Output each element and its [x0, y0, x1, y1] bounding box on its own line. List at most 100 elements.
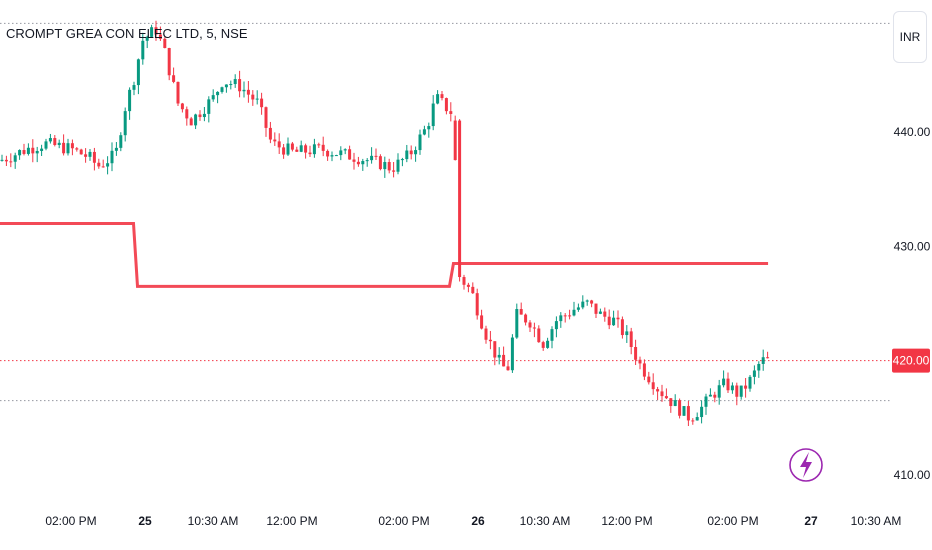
- candle-body[interactable]: [53, 138, 57, 145]
- candle-body[interactable]: [128, 89, 132, 112]
- candle-body[interactable]: [656, 389, 660, 392]
- candle-body[interactable]: [242, 89, 246, 92]
- candle-body[interactable]: [246, 89, 250, 95]
- candle-body[interactable]: [528, 322, 532, 328]
- candle-body[interactable]: [748, 376, 752, 389]
- candle-body[interactable]: [502, 354, 506, 367]
- candle-body[interactable]: [427, 126, 431, 130]
- candle-body[interactable]: [273, 139, 277, 142]
- candle-body[interactable]: [629, 331, 633, 348]
- candle-body[interactable]: [559, 315, 563, 322]
- candle-body[interactable]: [4, 159, 8, 162]
- candle-body[interactable]: [400, 159, 404, 161]
- candle-body[interactable]: [488, 339, 492, 342]
- candle-body[interactable]: [686, 406, 690, 421]
- candle-body[interactable]: [343, 149, 347, 151]
- candle-body[interactable]: [651, 382, 655, 390]
- candle-body[interactable]: [180, 103, 184, 110]
- candle-body[interactable]: [585, 300, 589, 302]
- candle-body[interactable]: [334, 155, 338, 157]
- candle-body[interactable]: [79, 149, 83, 155]
- candle-body[interactable]: [312, 144, 316, 155]
- candle-body[interactable]: [735, 385, 739, 397]
- candle-body[interactable]: [546, 340, 550, 348]
- candle-body[interactable]: [299, 145, 303, 152]
- candle-body[interactable]: [216, 91, 220, 96]
- candle-body[interactable]: [290, 143, 294, 150]
- candle-body[interactable]: [682, 406, 686, 416]
- candle-body[interactable]: [238, 79, 242, 92]
- candle-body[interactable]: [695, 417, 699, 421]
- candle-body[interactable]: [541, 342, 545, 348]
- candle-body[interactable]: [92, 151, 96, 163]
- candle-body[interactable]: [563, 315, 567, 317]
- candle-body[interactable]: [396, 159, 400, 172]
- candle-body[interactable]: [154, 27, 158, 35]
- candle-body[interactable]: [713, 394, 717, 398]
- candle-body[interactable]: [286, 143, 290, 155]
- candle-body[interactable]: [277, 141, 281, 148]
- candle-body[interactable]: [22, 150, 26, 154]
- candle-body[interactable]: [176, 81, 180, 104]
- candle-body[interactable]: [0, 159, 4, 161]
- candle-body[interactable]: [66, 143, 70, 154]
- candle-body[interactable]: [673, 400, 677, 407]
- candle-body[interactable]: [378, 156, 382, 170]
- candle-body[interactable]: [370, 155, 374, 161]
- candle-body[interactable]: [466, 284, 470, 287]
- candle-body[interactable]: [123, 111, 127, 136]
- candle-body[interactable]: [576, 307, 580, 310]
- candle-body[interactable]: [35, 150, 39, 154]
- candle-body[interactable]: [616, 317, 620, 320]
- candle-body[interactable]: [167, 48, 171, 76]
- candle-body[interactable]: [189, 118, 193, 126]
- candle-body[interactable]: [352, 159, 356, 162]
- candle-body[interactable]: [114, 147, 118, 151]
- candle-body[interactable]: [18, 150, 22, 156]
- candle-body[interactable]: [110, 150, 114, 164]
- candle-body[interactable]: [211, 95, 215, 100]
- candle-body[interactable]: [356, 161, 360, 165]
- candle-body[interactable]: [431, 103, 435, 127]
- candle-body[interactable]: [136, 59, 140, 86]
- candle-body[interactable]: [449, 111, 453, 114]
- candle-body[interactable]: [387, 162, 391, 171]
- candle-body[interactable]: [590, 300, 594, 304]
- candle-body[interactable]: [607, 316, 611, 326]
- candle-body[interactable]: [26, 147, 30, 154]
- candle-body[interactable]: [150, 27, 154, 37]
- candle-body[interactable]: [612, 317, 616, 326]
- candle-body[interactable]: [752, 370, 756, 377]
- candle-body[interactable]: [44, 141, 48, 149]
- candle-body[interactable]: [317, 144, 321, 146]
- candle-body[interactable]: [158, 34, 162, 39]
- candle-body[interactable]: [444, 98, 448, 112]
- candle-body[interactable]: [31, 147, 35, 154]
- candle-body[interactable]: [669, 398, 673, 407]
- candle-body[interactable]: [141, 40, 145, 60]
- candle-body[interactable]: [145, 36, 149, 41]
- candle-body[interactable]: [295, 149, 299, 152]
- candle-body[interactable]: [229, 84, 233, 86]
- candle-body[interactable]: [84, 154, 88, 157]
- candle-body[interactable]: [708, 394, 712, 397]
- candle-body[interactable]: [497, 354, 501, 358]
- candle-body[interactable]: [194, 114, 198, 126]
- candles[interactable]: [0, 20, 770, 427]
- candle-body[interactable]: [40, 148, 44, 151]
- candle-body[interactable]: [436, 94, 440, 104]
- candle-body[interactable]: [88, 151, 92, 157]
- candle-body[interactable]: [475, 293, 479, 316]
- candle-body[interactable]: [620, 319, 624, 336]
- candle-body[interactable]: [48, 138, 52, 142]
- candle-body[interactable]: [233, 79, 237, 85]
- candle-body[interactable]: [348, 149, 352, 160]
- candle-body[interactable]: [761, 357, 765, 364]
- candle-body[interactable]: [409, 150, 413, 155]
- candle-body[interactable]: [568, 315, 572, 317]
- candle-body[interactable]: [647, 376, 651, 383]
- candle-body[interactable]: [638, 359, 642, 364]
- candle-body[interactable]: [717, 385, 721, 398]
- candle-body[interactable]: [506, 366, 510, 371]
